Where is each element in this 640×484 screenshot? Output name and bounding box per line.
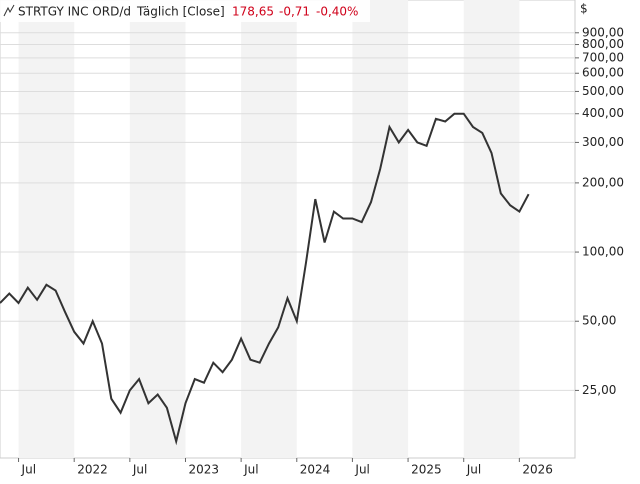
header-bg [0, 0, 370, 22]
y-tick-label: 200,00 [582, 175, 624, 189]
y-tick-label: 50,00 [582, 314, 616, 328]
period-band [241, 0, 297, 458]
period-band [18, 0, 75, 458]
y-tick-label: 25,00 [582, 383, 616, 397]
y-tick-label: 900,00 [582, 25, 624, 39]
period-band [463, 0, 520, 458]
y-tick-label: 800,00 [582, 37, 624, 51]
change-pct: -0,40% [316, 5, 358, 19]
x-tick-label: 2024 [300, 463, 331, 477]
period-band [129, 0, 186, 458]
y-tick-label: 300,00 [582, 135, 624, 149]
y-tick-label: 700,00 [582, 50, 624, 64]
x-tick-label: Jul [132, 463, 147, 477]
period-band [352, 0, 409, 458]
price-line [0, 112, 530, 446]
y-tick-label: 400,00 [582, 106, 624, 120]
change: -0,71 [279, 5, 310, 19]
x-tick-label: 2023 [188, 463, 219, 477]
x-tick-label: Jul [243, 463, 258, 477]
currency: $ [580, 2, 588, 16]
x-tick-label: Jul [466, 463, 481, 477]
y-tick-label: 100,00 [582, 245, 624, 259]
y-tick-label: 500,00 [582, 84, 624, 98]
last-price: 178,65 [232, 5, 274, 19]
y-tick-label: 600,00 [582, 66, 624, 80]
x-tick-label: 2025 [411, 463, 442, 477]
x-tick-label: 2022 [77, 463, 108, 477]
x-tick-label: Jul [21, 463, 36, 477]
period: Täglich [Close] [136, 5, 225, 19]
x-tick-label: 2026 [522, 463, 553, 477]
icon [3, 4, 15, 17]
instrument-name: STRTGY INC ORD/d [18, 5, 131, 19]
x-tick-label: Jul [354, 463, 369, 477]
